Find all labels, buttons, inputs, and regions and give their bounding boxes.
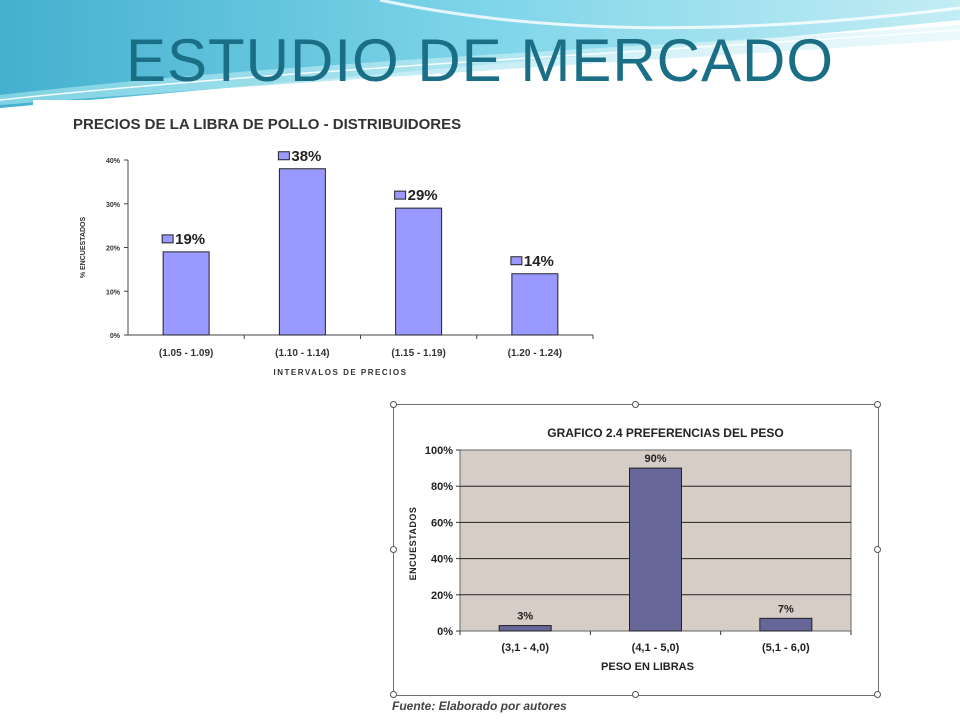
chart1-x-tick-label: (1.20 - 1.24) xyxy=(508,348,562,359)
resize-handle-top-center[interactable] xyxy=(632,401,639,408)
chart2-y-tick-label: 20% xyxy=(431,590,453,602)
chart1-data-label: 38% xyxy=(291,148,321,165)
chart1-x-tick-label: (1.10 - 1.14) xyxy=(275,348,329,359)
chart1-y-tick-label: 30% xyxy=(106,202,121,209)
chart1-y-tick-label: 10% xyxy=(106,289,121,296)
slide-title: ESTUDIO DE MERCADO xyxy=(125,27,835,94)
chart2-x-tick-label: (3,1 - 4,0) xyxy=(501,642,549,654)
chart2-y-tick-label: 80% xyxy=(431,481,453,493)
chart1-y-tick-label: 40% xyxy=(106,158,121,165)
chart2-y-tick-label: 0% xyxy=(437,626,453,638)
chart2-bar xyxy=(498,625,552,632)
resize-handle-top-left[interactable] xyxy=(390,401,397,408)
chart1-y-tick-label: 20% xyxy=(106,246,121,253)
chart1-data-label-marker xyxy=(510,256,523,266)
chart2-x-tick-label: (5,1 - 6,0) xyxy=(762,642,810,654)
resize-handle-middle-left[interactable] xyxy=(390,546,397,553)
resize-handle-middle-right[interactable] xyxy=(874,546,881,553)
source-note: Fuente: Elaborado por autores xyxy=(392,699,567,713)
resize-handle-bottom-right[interactable] xyxy=(874,691,881,698)
chart1-data-label-marker xyxy=(277,151,290,161)
chart1-x-tick-label: (1.15 - 1.19) xyxy=(391,348,445,359)
chart1-bar xyxy=(511,273,559,336)
chart2-y-tick-label: 60% xyxy=(431,517,453,529)
chart2-data-label: 7% xyxy=(778,603,794,615)
chart1-data-label: 14% xyxy=(524,253,554,270)
chart1-y-axis-label: % ENCUESTADOS xyxy=(80,217,87,279)
chart1-x-tick-label: (1.05 - 1.09) xyxy=(159,348,213,359)
chart2-bar xyxy=(629,467,682,632)
price-bar-chart: PRECIOS DE LA LIBRA DE POLLO - DISTRIBUI… xyxy=(73,116,594,377)
chart2-x-tick-label: (4,1 - 5,0) xyxy=(632,642,680,654)
chart2-title: GRAFICO 2.4 PREFERENCIAS DEL PESO xyxy=(547,426,784,440)
chart2-y-axis-label: ENCUESTADOS xyxy=(408,507,418,581)
resize-handle-top-right[interactable] xyxy=(874,401,881,408)
chart2-x-axis-label: PESO EN LIBRAS xyxy=(601,661,694,673)
chart2-data-label: 3% xyxy=(517,611,533,623)
chart2-y-tick-label: 40% xyxy=(431,554,453,566)
weight-chart-frame[interactable]: GRAFICO 2.4 PREFERENCIAS DEL PESO 0% 20% 40… xyxy=(390,401,881,698)
chart1-bar xyxy=(162,251,210,336)
weight-bar-chart: GRAFICO 2.4 PREFERENCIAS DEL PESO 0% 20% 40… xyxy=(408,426,852,673)
resize-handle-bottom-left[interactable] xyxy=(390,691,397,698)
chart1-x-axis-label: INTERVALOS DE PRECIOS xyxy=(274,368,408,377)
chart1-bar xyxy=(395,207,443,336)
chart2-data-label: 90% xyxy=(644,453,666,465)
chart2-bar xyxy=(759,617,813,632)
price-chart-panel: PRECIOS DE LA LIBRA DE POLLO - DISTRIBUI… xyxy=(33,100,608,388)
chart1-data-label-marker xyxy=(394,190,407,200)
chart2-y-tick-label: 100% xyxy=(425,445,453,457)
chart1-data-label: 19% xyxy=(175,231,205,248)
chart1-bar xyxy=(278,168,326,336)
chart1-title: PRECIOS DE LA LIBRA DE POLLO - DISTRIBUI… xyxy=(73,116,461,133)
resize-handle-bottom-center[interactable] xyxy=(632,691,639,698)
chart1-y-tick-label: 0% xyxy=(110,333,121,340)
chart1-data-label-marker xyxy=(161,234,174,244)
chart1-data-label: 29% xyxy=(408,187,438,204)
header-swoosh-decoration xyxy=(0,0,960,108)
